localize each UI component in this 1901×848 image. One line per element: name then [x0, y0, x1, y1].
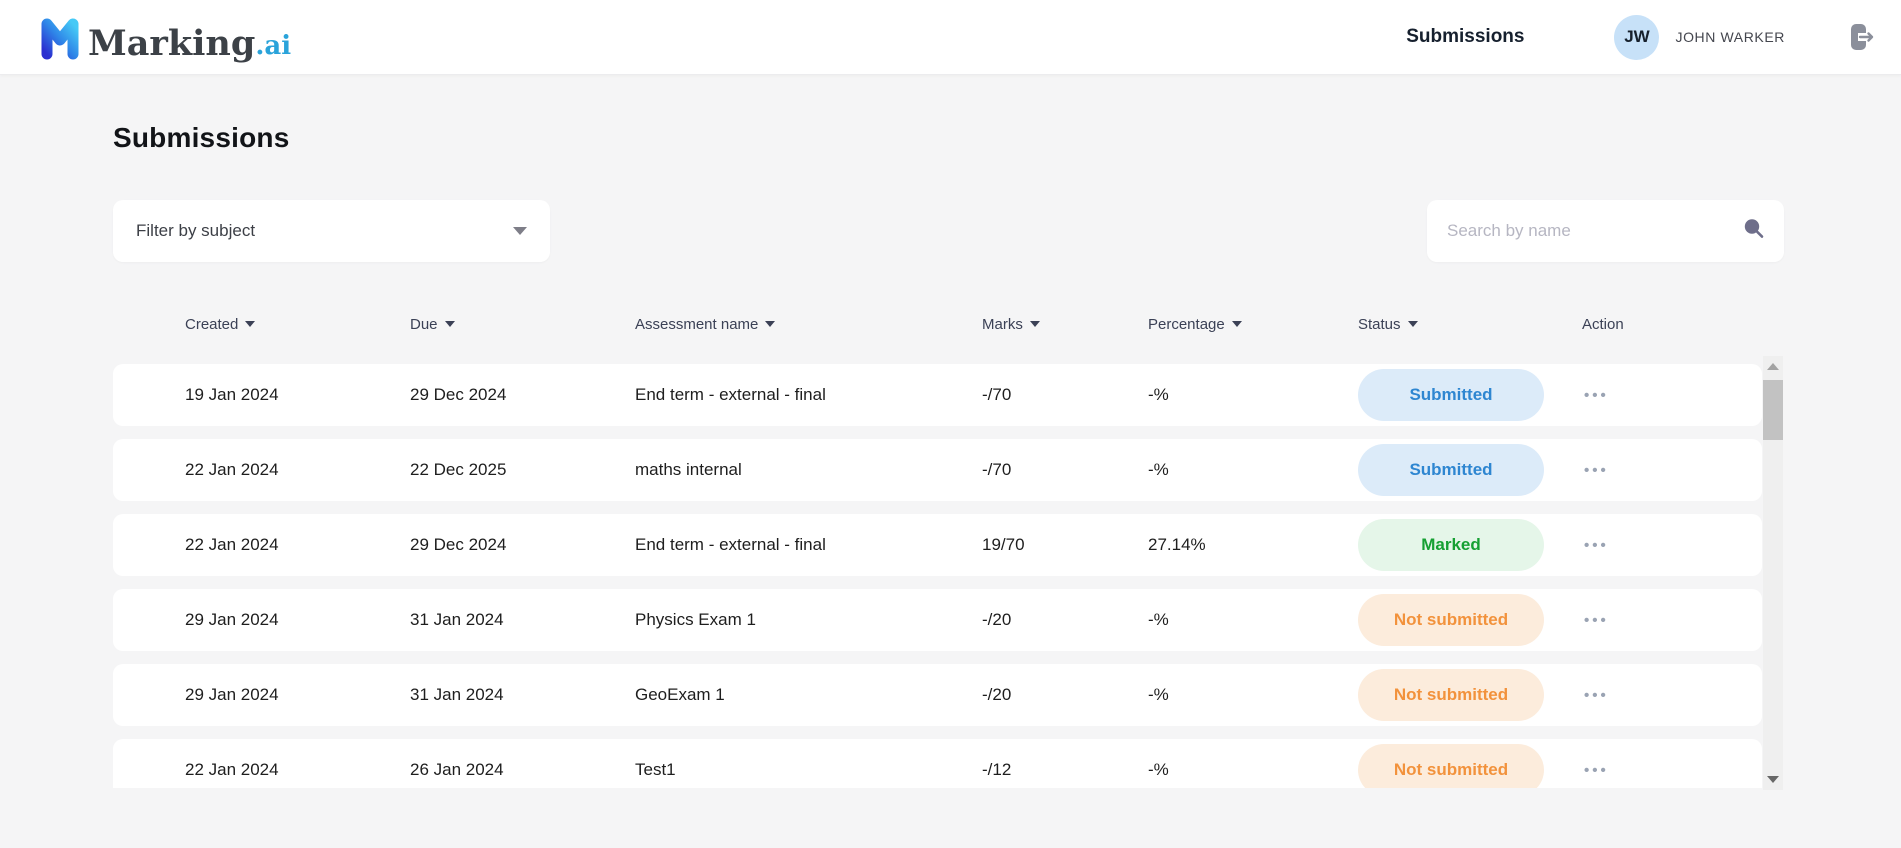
- table-body-viewport: 19 Jan 2024 29 Dec 2024 End term - externa…: [113, 355, 1783, 788]
- page-title: Submissions: [113, 122, 290, 153]
- cell-percentage: 27.14%: [1148, 535, 1206, 554]
- cell-marks: -/20: [982, 610, 1012, 629]
- status-badge: Not submitted: [1358, 669, 1544, 721]
- row-action-menu-button[interactable]: •••: [1584, 536, 1609, 554]
- row-action-menu-button[interactable]: •••: [1584, 611, 1609, 629]
- sort-icon: [1407, 321, 1418, 327]
- cell-created: 22 Jan 2024: [185, 535, 279, 554]
- brand-suffix: .ai: [255, 30, 292, 61]
- cell-due: 31 Jan 2024: [410, 610, 504, 629]
- cell-percentage: -%: [1148, 460, 1169, 479]
- cell-assessment-name: maths internal: [635, 460, 742, 479]
- status-badge: Not submitted: [1358, 744, 1544, 788]
- logout-icon[interactable]: [1849, 21, 1877, 53]
- column-header-assessment-name[interactable]: Assessment name: [635, 316, 982, 333]
- cell-due: 31 Jan 2024: [410, 685, 504, 704]
- column-header-due[interactable]: Due: [410, 316, 635, 333]
- scrollbar-down-arrow-icon[interactable]: [1767, 776, 1779, 783]
- scrollbar-thumb[interactable]: [1763, 380, 1783, 440]
- scrollbar-up-arrow-icon[interactable]: [1767, 363, 1779, 370]
- cell-due: 29 Dec 2024: [410, 385, 507, 404]
- cell-created: 19 Jan 2024: [185, 385, 279, 404]
- column-header-percentage[interactable]: Percentage: [1148, 316, 1358, 333]
- brand-name: Marking: [88, 22, 256, 64]
- user-name: JOHN WARKER: [1675, 29, 1785, 45]
- status-badge: Marked: [1358, 519, 1544, 571]
- cell-marks: -/70: [982, 460, 1012, 479]
- cell-due: 22 Dec 2025: [410, 460, 507, 479]
- sort-icon: [444, 321, 455, 327]
- avatar-initials: JW: [1624, 27, 1650, 46]
- cell-assessment-name: GeoExam 1: [635, 685, 725, 704]
- cell-created: 22 Jan 2024: [185, 460, 279, 479]
- table-row: 22 Jan 2024 22 Dec 2025 maths internal -/70…: [113, 439, 1762, 501]
- row-action-menu-button[interactable]: •••: [1584, 386, 1609, 404]
- cell-marks: -/70: [982, 385, 1012, 404]
- cell-assessment-name: End term - external - final: [635, 385, 826, 404]
- subject-filter-dropdown[interactable]: Filter by subject: [113, 200, 550, 262]
- table-row: 29 Jan 2024 31 Jan 2024 Physics Exam 1 -/20…: [113, 589, 1762, 651]
- sort-icon: [245, 321, 256, 327]
- table-row: 22 Jan 2024 29 Dec 2024 End term - externa…: [113, 514, 1762, 576]
- row-action-menu-button[interactable]: •••: [1584, 461, 1609, 479]
- search-icon[interactable]: [1743, 218, 1764, 244]
- cell-marks: 19/70: [982, 535, 1025, 554]
- status-badge: Not submitted: [1358, 594, 1544, 646]
- nav-submissions-link[interactable]: Submissions: [1406, 26, 1525, 47]
- column-header-status[interactable]: Status: [1358, 316, 1582, 333]
- cell-marks: -/12: [982, 760, 1012, 779]
- cell-percentage: -%: [1148, 760, 1169, 779]
- row-action-menu-button[interactable]: •••: [1584, 761, 1609, 779]
- cell-percentage: -%: [1148, 610, 1169, 629]
- row-action-menu-button[interactable]: •••: [1584, 686, 1609, 704]
- status-badge: Submitted: [1358, 444, 1544, 496]
- cell-created: 29 Jan 2024: [185, 685, 279, 704]
- table-row: 19 Jan 2024 29 Dec 2024 End term - externa…: [113, 364, 1762, 426]
- cell-assessment-name: Test1: [635, 760, 676, 779]
- chevron-down-icon: [513, 227, 527, 235]
- status-badge: Submitted: [1358, 369, 1544, 421]
- table-header-row: Created Due Assessment name Marks Percen…: [113, 310, 1762, 338]
- cell-marks: -/20: [982, 685, 1012, 704]
- cell-due: 26 Jan 2024: [410, 760, 504, 779]
- cell-percentage: -%: [1148, 385, 1169, 404]
- avatar[interactable]: JW: [1614, 14, 1660, 60]
- sort-icon: [1231, 321, 1242, 327]
- subject-filter-label: Filter by subject: [136, 221, 256, 240]
- search-box: [1427, 200, 1784, 262]
- cell-due: 29 Dec 2024: [410, 535, 507, 554]
- cell-created: 29 Jan 2024: [185, 610, 279, 629]
- search-input[interactable]: [1447, 221, 1733, 241]
- column-header-created[interactable]: Created: [185, 316, 410, 333]
- cell-assessment-name: Physics Exam 1: [635, 610, 756, 629]
- sort-icon: [765, 321, 776, 327]
- brand-m-icon: [40, 14, 80, 61]
- sort-icon: [1029, 321, 1040, 327]
- cell-created: 22 Jan 2024: [185, 760, 279, 779]
- column-header-marks[interactable]: Marks: [982, 316, 1148, 333]
- table-scrollbar[interactable]: [1763, 356, 1783, 790]
- top-bar: Marking .ai Submissions JW JOHN WARKER: [0, 0, 1901, 75]
- brand-logo[interactable]: Marking .ai: [40, 14, 291, 61]
- cell-percentage: -%: [1148, 685, 1169, 704]
- table-row: 22 Jan 2024 26 Jan 2024 Test1 -/12 -% Not sub…: [113, 739, 1762, 788]
- cell-assessment-name: End term - external - final: [635, 535, 826, 554]
- table-row: 29 Jan 2024 31 Jan 2024 GeoExam 1 -/20 -% Not…: [113, 664, 1762, 726]
- column-header-action: Action: [1582, 315, 1624, 333]
